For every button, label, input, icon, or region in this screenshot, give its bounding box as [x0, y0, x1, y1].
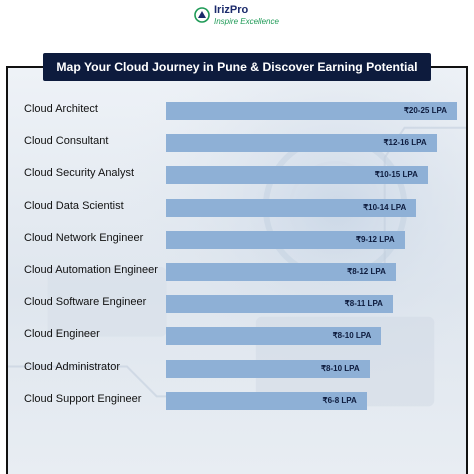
- category-label: Cloud Data Scientist: [24, 199, 124, 212]
- bar: ₹12-16 LPA: [166, 134, 437, 153]
- bar-value-label: ₹9-12 LPA: [355, 234, 395, 244]
- category-label: Cloud Security Analyst: [24, 167, 135, 180]
- bar: ₹10-14 LPA: [166, 198, 417, 217]
- bar-value-label: ₹6-8 LPA: [322, 395, 357, 405]
- chart-title-bar: Map Your Cloud Journey in Pune & Discove…: [43, 53, 431, 81]
- bar-value-label: ₹10-14 LPA: [363, 202, 407, 212]
- bar: ₹8-10 LPA: [166, 327, 382, 346]
- bar: ₹6-8 LPA: [166, 391, 367, 410]
- bar-value-label: ₹8-10 LPA: [332, 331, 372, 341]
- bar-value-label: ₹8-11 LPA: [344, 299, 383, 309]
- category-label: Cloud Automation Engineer: [24, 264, 158, 276]
- irizpro-logo-icon: [194, 7, 210, 23]
- category-label: Cloud Consultant: [24, 135, 109, 148]
- brand-name: IrizPro: [214, 4, 249, 16]
- brand-logo: IrizPro Inspire Excellence: [194, 4, 294, 28]
- category-label: Cloud Administrator: [24, 360, 120, 373]
- bar: ₹8-12 LPA: [166, 263, 396, 281]
- bar: ₹8-10 LPA: [166, 359, 370, 378]
- bar: ₹10-15 LPA: [166, 166, 428, 185]
- bar-value-label: ₹8-12 LPA: [347, 267, 386, 276]
- brand-tagline: Inspire Excellence: [214, 17, 279, 26]
- category-label: Cloud Engineer: [24, 328, 100, 341]
- bar-value-label: ₹10-15 LPA: [374, 170, 418, 180]
- bar-value-label: ₹8-10 LPA: [320, 363, 360, 373]
- bar: ₹20-25 LPA: [166, 102, 457, 120]
- bar: ₹8-11 LPA: [166, 295, 393, 314]
- category-label: Cloud Network Engineer: [24, 231, 144, 244]
- category-label: Cloud Software Engineer: [24, 296, 147, 309]
- bar-value-label: ₹12-16 LPA: [383, 138, 427, 148]
- chart-title: Map Your Cloud Journey in Pune & Discove…: [56, 60, 418, 74]
- bar-value-label: ₹20-25 LPA: [403, 106, 447, 115]
- category-label: Cloud Support Engineer: [24, 392, 142, 405]
- category-label: Cloud Architect: [24, 103, 98, 115]
- bar: ₹9-12 LPA: [166, 230, 405, 249]
